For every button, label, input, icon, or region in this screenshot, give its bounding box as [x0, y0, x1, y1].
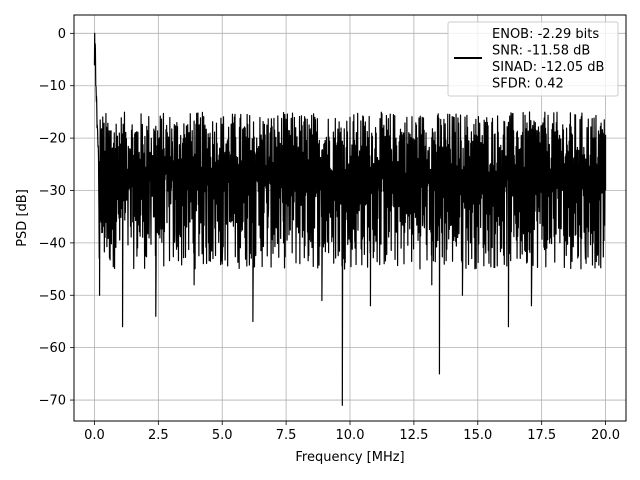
legend-entry-sfdr: SFDR: 0.42	[492, 77, 564, 92]
x-tick-label: 2.5	[148, 428, 169, 443]
y-tick-label: −20	[39, 132, 66, 147]
x-tick-label: 15.0	[463, 428, 492, 443]
y-tick-label: −30	[39, 184, 66, 199]
x-tick-label: 17.5	[527, 428, 556, 443]
x-tick-label: 5.0	[212, 428, 233, 443]
x-axis-label: Frequency [MHz]	[295, 450, 404, 465]
y-tick-label: −70	[39, 394, 66, 409]
y-axis-label: PSD [dB]	[15, 189, 30, 247]
legend-entry-enob: ENOB: -2.29 bits	[492, 27, 599, 42]
x-tick-label: 12.5	[399, 428, 428, 443]
y-tick-label: −10	[39, 79, 66, 94]
y-tick-label: −60	[39, 341, 66, 356]
legend-box	[447, 21, 619, 97]
legend: ENOB: -2.29 bits SNR: -11.58 dB SINAD: -…	[447, 21, 619, 97]
y-tick-label: 0	[58, 27, 66, 42]
y-tick-label: −40	[39, 236, 66, 251]
data-layer	[93, 32, 607, 406]
x-tick-label: 0.0	[84, 428, 105, 443]
x-tick-label: 10.0	[336, 428, 365, 443]
axis-ticks: 0.0 2.5 5.0 7.5 10.0 12.5 15.0 17.5 20.0 0 −10 −20 −…	[39, 27, 620, 443]
y-tick-label: −50	[39, 289, 66, 304]
x-tick-label: 7.5	[276, 428, 297, 443]
psd-series-line	[93, 32, 607, 406]
legend-entry-snr: SNR: -11.58 dB	[492, 44, 590, 59]
x-tick-label: 20.0	[591, 428, 620, 443]
legend-entry-sinad: SINAD: -12.05 dB	[492, 60, 604, 75]
